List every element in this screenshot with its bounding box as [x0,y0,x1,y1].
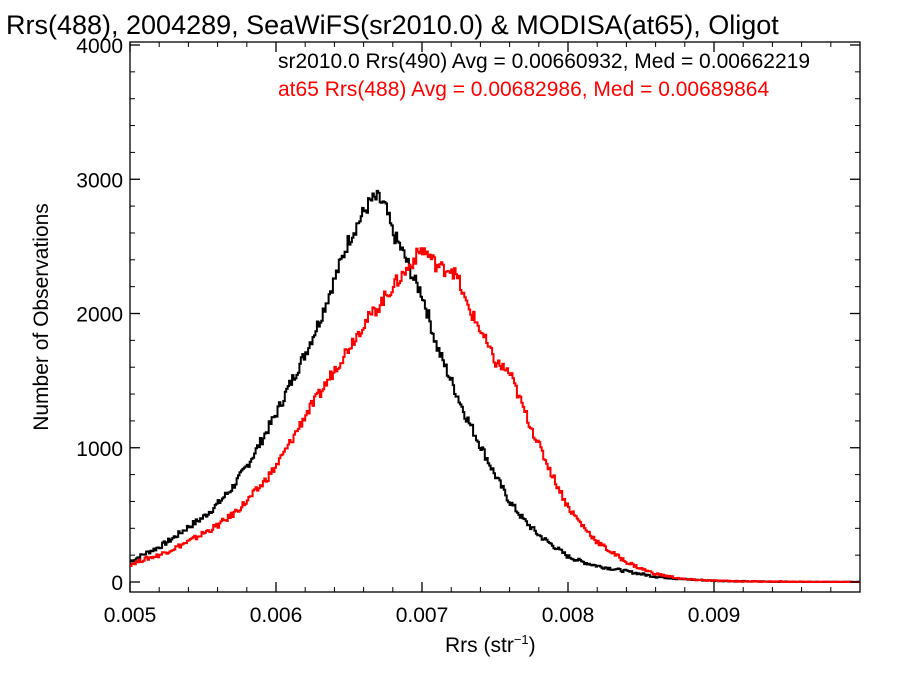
y-tick-label: 1000 [76,438,123,461]
series-line-at65 [130,247,860,583]
x-axis-label-main: Rrs (str [445,634,514,657]
y-axis-ticks: 0 1000 2000 3000 4000 [76,35,860,595]
y-tick-label: 2000 [76,304,123,327]
legend-entry-at65: at65 Rrs(488) Avg = 0.00682986, Med = 0.… [278,78,769,101]
x-axis-label-close: ) [529,634,536,657]
y-tick-label: 4000 [76,35,123,58]
x-tick-label: 0.006 [250,604,303,627]
chart-title: Rrs(488), 2004289, SeaWiFS(sr2010.0) & M… [6,10,779,40]
x-tick-label: 0.009 [688,604,741,627]
x-tick-label: 0.005 [104,604,157,627]
x-axis-ticks: 0.005 0.006 0.007 0.008 0.009 [104,42,832,627]
y-axis-label: Number of Observations [30,203,53,431]
y-tick-label: 3000 [76,169,123,192]
series-group [130,189,860,583]
x-tick-label: 0.008 [542,604,595,627]
y-tick-label: 0 [111,572,123,595]
x-tick-label: 0.007 [396,604,449,627]
x-axis-label: Rrs (str−1) [445,632,536,657]
x-axis-label-sup: −1 [514,632,529,647]
legend-entry-sr2010: sr2010.0 Rrs(490) Avg = 0.00660932, Med … [278,50,810,73]
plot-frame [129,41,861,593]
